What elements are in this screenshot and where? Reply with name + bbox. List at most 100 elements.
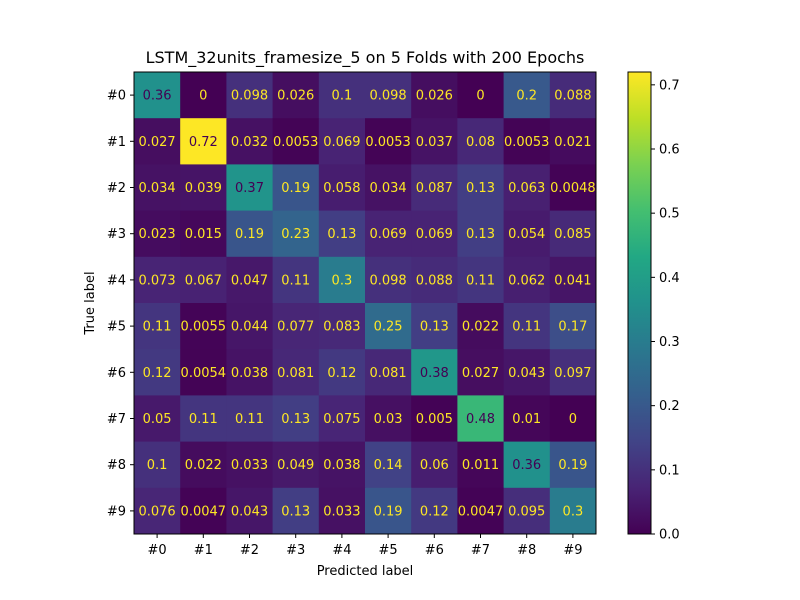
cell-value-label: 0.026	[416, 89, 453, 104]
heatmap-cell	[365, 164, 412, 212]
heatmap-cell	[503, 441, 551, 489]
cell-value-label: 0.032	[231, 135, 268, 150]
y-axis-ticks: #0 #1 #2 #3 #4 #5 #6 #7 #8 #9	[107, 89, 134, 519]
x-tick-label: #7	[471, 543, 490, 558]
heatmap-cell	[134, 164, 181, 212]
heatmap-cell	[549, 441, 597, 489]
cell-value-label: 0.005	[416, 412, 453, 427]
cell-value-label: 0.037	[416, 135, 453, 150]
heatmap-cell	[365, 210, 412, 258]
cell-value-label: 0.083	[323, 320, 360, 335]
heatmap-cell	[226, 441, 274, 489]
y-tick-label: #4	[107, 273, 126, 288]
cell-value-label: 0.062	[508, 273, 545, 288]
cell-value-label: 0.044	[231, 320, 268, 335]
cell-value-label: 0.37	[235, 181, 264, 196]
heatmap-cell	[318, 256, 366, 304]
colorbar	[627, 71, 652, 535]
x-tick-label: #3	[286, 543, 305, 558]
heatmap-cell	[549, 118, 597, 165]
x-axis-ticks: #0 #1 #2 #3 #4 #5 #6 #7 #8 #9	[148, 534, 582, 558]
cell-value-label: 0.095	[508, 504, 545, 519]
colorbar-tick-label: 0.0	[659, 528, 680, 543]
heatmap-cell	[318, 349, 366, 396]
heatmap-cell	[180, 210, 227, 258]
cell-value-label: 0.3	[332, 273, 353, 288]
heatmap-cell	[549, 164, 597, 212]
heatmap-cell	[549, 72, 597, 119]
heatmap-cell	[503, 303, 551, 350]
cell-value-label: 0.075	[323, 412, 360, 427]
heatmap-cell	[457, 210, 505, 258]
colorbar-ticks: 0.0 0.1 0.2 0.3 0.4 0.5 0.6 0.7	[651, 78, 680, 543]
cell-value-label: 0.038	[231, 366, 268, 381]
cell-value-label: 0.11	[189, 412, 218, 427]
heatmap-cell	[272, 256, 320, 304]
heatmap-cell	[180, 256, 227, 304]
heatmap-cell	[134, 349, 181, 396]
cell-value-label: 0.0055	[181, 320, 227, 335]
cell-value-label: 0.073	[138, 273, 175, 288]
heatmap-cell	[365, 395, 412, 443]
heatmap-cell	[272, 72, 320, 119]
heatmap-cell	[226, 72, 274, 119]
heatmap-cell	[272, 349, 320, 396]
heatmap-cell	[549, 349, 597, 396]
cell-value-label: 0.36	[512, 458, 541, 473]
cell-value-label: 0.088	[416, 273, 453, 288]
cell-value-label: 0.13	[466, 181, 495, 196]
cell-value-label: 0.026	[277, 89, 314, 104]
heatmap-cell	[134, 72, 181, 119]
heatmap-cell	[134, 256, 181, 304]
cell-value-label: 0.13	[327, 227, 356, 242]
cell-value-label: 0.08	[466, 135, 495, 150]
cell-value-label: 0.36	[143, 89, 172, 104]
cell-value-label: 0	[476, 89, 484, 104]
heatmap-cell	[503, 349, 551, 396]
cell-value-label: 0.0053	[365, 135, 411, 150]
heatmap-cell	[503, 487, 551, 535]
cell-value-label: 0.19	[235, 227, 264, 242]
cell-value-label: 0.023	[138, 227, 175, 242]
heatmap-cell	[457, 487, 505, 535]
cell-value-label: 0.098	[369, 89, 406, 104]
heatmap-cell	[318, 164, 366, 212]
colorbar-tick-label: 0.4	[659, 271, 680, 286]
heatmap-cell	[226, 118, 274, 165]
heatmap-cell	[272, 395, 320, 443]
heatmap-cell	[549, 303, 597, 350]
heatmap-cell	[318, 210, 366, 258]
heatmap-cell	[365, 487, 412, 535]
cell-value-label: 0.011	[462, 458, 499, 473]
cell-value-label: 0.25	[374, 320, 403, 335]
heatmap-cell	[411, 72, 458, 119]
colorbar-tick-label: 0.2	[659, 399, 680, 414]
cell-value-label: 0.23	[281, 227, 310, 242]
heatmap-cell	[457, 164, 505, 212]
cell-value-label: 0.11	[281, 273, 310, 288]
heatmap-cell	[457, 72, 505, 119]
heatmap-cell	[134, 395, 181, 443]
cell-value-label: 0.033	[323, 504, 360, 519]
heatmap-cell	[503, 72, 551, 119]
chart-title: LSTM_32units_framesize_5 on 5 Folds with…	[146, 48, 585, 68]
cell-value-label: 0.069	[323, 135, 360, 150]
heatmap-cell	[272, 487, 320, 535]
cell-value-label: 0.05	[143, 412, 172, 427]
heatmap-cell	[226, 395, 274, 443]
cell-value-label: 0.01	[512, 412, 541, 427]
heatmap-frame	[133, 71, 597, 535]
heatmap-cell	[457, 303, 505, 350]
heatmap-cell	[365, 256, 412, 304]
y-tick-label: #7	[107, 412, 126, 427]
cell-value-label: 0.033	[231, 458, 268, 473]
cell-value-label: 0.027	[138, 135, 175, 150]
cell-value-label: 0.19	[281, 181, 310, 196]
heatmap-cell	[180, 395, 227, 443]
heatmap-cell	[365, 349, 412, 396]
heatmap-cell	[180, 487, 227, 535]
heatmap-cell	[365, 72, 412, 119]
heatmap-cell	[365, 303, 412, 350]
cell-value-label: 0.076	[138, 504, 175, 519]
y-tick-label: #0	[107, 89, 126, 104]
